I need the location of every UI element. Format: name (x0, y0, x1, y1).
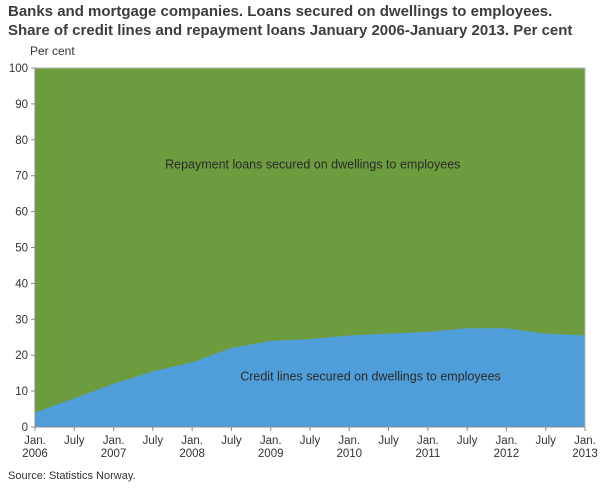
x-tick-label: Jan. (103, 435, 125, 447)
x-tick-label: July (221, 435, 242, 447)
x-tick-label: Jan. (496, 435, 518, 447)
y-tick-label: 80 (15, 135, 28, 147)
x-tick-year-label: 2013 (572, 448, 598, 460)
y-tick-label: 0 (22, 422, 28, 434)
y-tick-label: 50 (15, 243, 28, 255)
y-tick-label: 20 (15, 350, 28, 362)
x-tick-year-label: 2011 (415, 448, 440, 460)
chart-title-line1: Banks and mortgage companies. Loans secu… (8, 3, 553, 20)
series-label-repayment-loans: Repayment loans secured on dwellings to … (165, 158, 460, 172)
chart-title: Banks and mortgage companies. Loans secu… (8, 3, 572, 41)
y-tick-label: 70 (15, 171, 28, 183)
x-tick-label: July (535, 435, 556, 447)
x-tick-year-label: 2008 (179, 448, 205, 460)
y-axis-unit-label: Per cent (30, 44, 75, 58)
y-tick-label: 10 (15, 386, 28, 398)
series-label-credit-lines: Credit lines secured on dwellings to emp… (240, 369, 501, 383)
x-tick-label: Jan. (574, 435, 596, 447)
x-tick-year-label: 2006 (22, 448, 48, 460)
x-tick-label: Jan. (260, 435, 282, 447)
y-tick-label: 60 (15, 207, 28, 219)
x-tick-label: Jan. (338, 435, 360, 447)
x-tick-year-label: 2009 (258, 448, 284, 460)
y-tick-label: 100 (9, 63, 28, 75)
x-tick-label: Jan. (417, 435, 439, 447)
source-note: Source: Statistics Norway. (8, 470, 136, 482)
y-tick-label: 30 (15, 314, 28, 326)
x-tick-year-label: 2012 (494, 448, 520, 460)
chart-title-line2: Share of credit lines and repayment loan… (8, 21, 573, 39)
y-tick-label: 40 (15, 278, 28, 290)
x-tick-label: July (457, 435, 478, 447)
x-tick-year-label: 2007 (101, 448, 127, 460)
x-tick-label: July (143, 435, 164, 447)
x-tick-label: Jan. (24, 435, 46, 447)
x-tick-label: July (300, 435, 321, 447)
x-tick-label: Jan. (181, 435, 203, 447)
y-tick-label: 90 (15, 99, 28, 111)
credit-lines-area (35, 328, 585, 427)
x-tick-label: July (64, 435, 85, 447)
x-tick-year-label: 2010 (336, 448, 362, 460)
x-tick-label: July (378, 435, 399, 447)
